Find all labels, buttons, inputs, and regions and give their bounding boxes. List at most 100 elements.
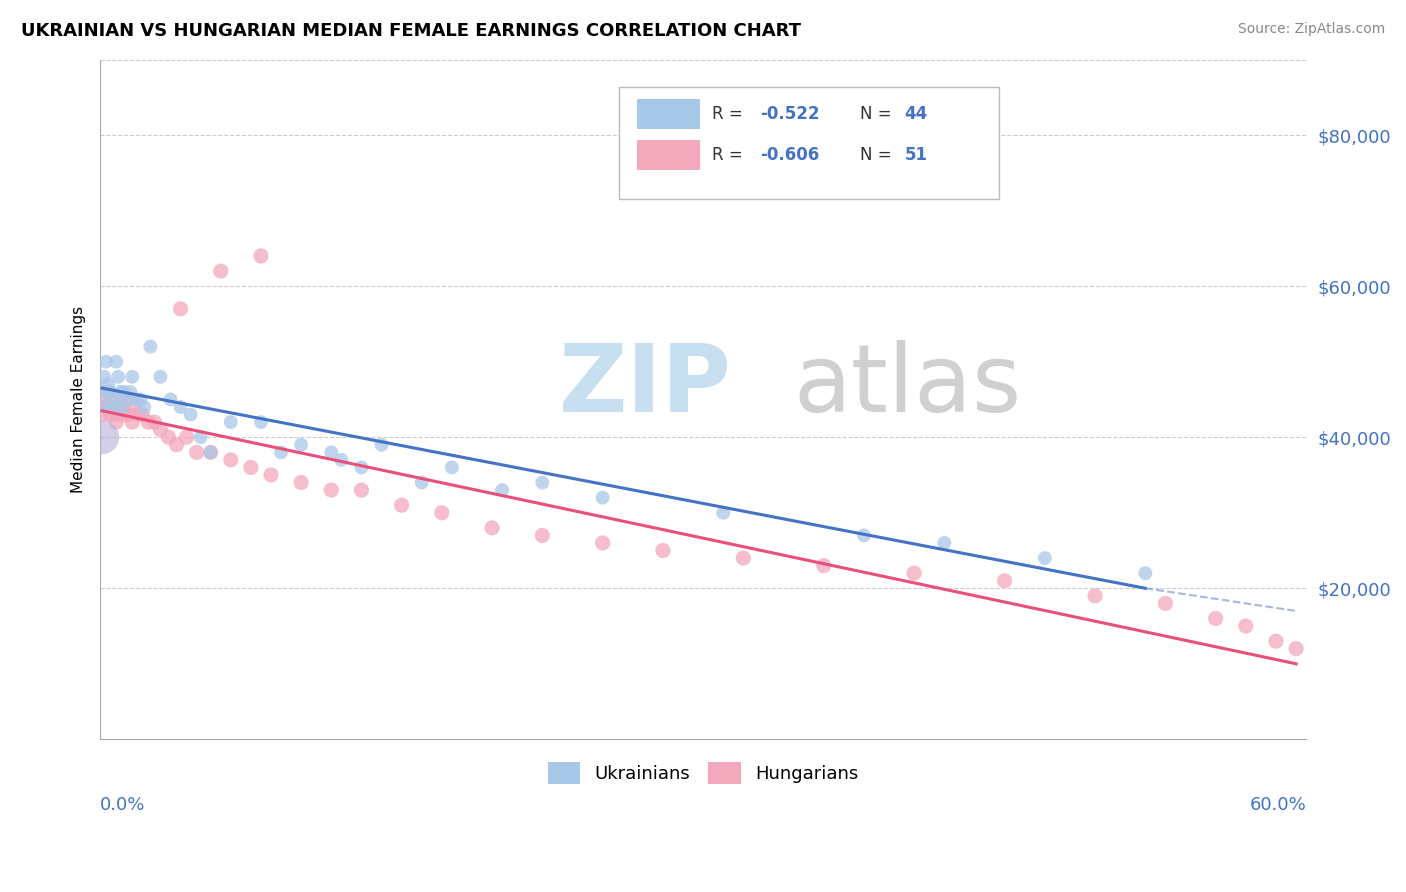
Point [190,430,212,444]
Text: atlas: atlas [793,340,1022,432]
Point [101,392,124,407]
Point [91,384,114,399]
Text: N =: N = [860,145,897,164]
Point [115,392,138,407]
Point [107,369,129,384]
Point [903,566,925,581]
Point [96,400,118,414]
Point [96,400,118,414]
Point [219,415,242,429]
Text: 0.0%: 0.0% [100,796,145,814]
Point [93,392,115,407]
Point [138,415,160,429]
Point [96,354,118,368]
Point [411,475,433,490]
Point [1084,589,1107,603]
Point [321,483,343,497]
Point [250,415,273,429]
Point [166,438,188,452]
Point [98,384,121,399]
Point [110,392,132,407]
Point [112,400,135,414]
Point [1205,611,1227,625]
Point [592,491,614,505]
Point [149,423,172,437]
Point [209,264,232,278]
Point [97,384,120,399]
Text: R =: R = [711,145,748,164]
Point [592,536,614,550]
Point [120,384,142,399]
Point [169,400,191,414]
Point [391,498,413,512]
Point [121,415,143,429]
Point [98,408,121,422]
Point [157,430,180,444]
Point [1234,619,1257,633]
Legend: Ukrainians, Hungarians: Ukrainians, Hungarians [540,755,866,791]
Point [93,369,115,384]
Point [103,400,125,414]
Point [1135,566,1157,581]
Text: 60.0%: 60.0% [1250,796,1306,814]
Point [370,438,392,452]
Point [111,400,134,414]
Point [107,400,129,414]
Point [101,400,124,414]
Text: 51: 51 [904,145,928,164]
Point [110,384,132,399]
Text: Source: ZipAtlas.com: Source: ZipAtlas.com [1237,22,1385,37]
Point [180,408,202,422]
Point [239,460,262,475]
Point [111,408,134,422]
Point [121,369,143,384]
Point [124,400,146,414]
Point [159,392,181,407]
Point [1033,551,1056,566]
Point [330,453,353,467]
FancyBboxPatch shape [619,87,998,199]
Point [97,377,120,392]
Point [652,543,675,558]
Point [290,438,312,452]
Point [852,528,875,542]
Point [934,536,956,550]
Point [491,483,513,497]
Y-axis label: Median Female Earnings: Median Female Earnings [72,306,86,493]
FancyBboxPatch shape [637,140,700,169]
Point [115,392,138,407]
Text: 44: 44 [904,105,928,123]
Point [531,528,554,542]
Point [131,408,153,422]
Point [440,460,463,475]
Point [91,408,114,422]
Point [176,430,198,444]
Point [531,475,554,490]
FancyBboxPatch shape [637,99,700,129]
Text: -0.606: -0.606 [759,145,820,164]
Point [260,467,283,482]
Text: ZIP: ZIP [558,340,731,432]
Point [112,384,135,399]
Point [1265,634,1288,648]
Point [129,392,152,407]
Text: R =: R = [711,105,748,123]
Point [1154,596,1177,610]
Point [250,249,273,263]
Point [813,558,835,573]
Point [290,475,312,490]
Point [430,506,453,520]
Point [149,369,172,384]
Point [127,408,149,422]
Point [481,521,503,535]
Point [103,408,125,422]
Point [125,392,148,407]
Point [321,445,343,459]
Point [711,506,734,520]
Point [350,460,373,475]
Point [733,551,755,566]
Point [994,574,1017,588]
Text: N =: N = [860,105,897,123]
Point [350,483,373,497]
Point [200,445,222,459]
